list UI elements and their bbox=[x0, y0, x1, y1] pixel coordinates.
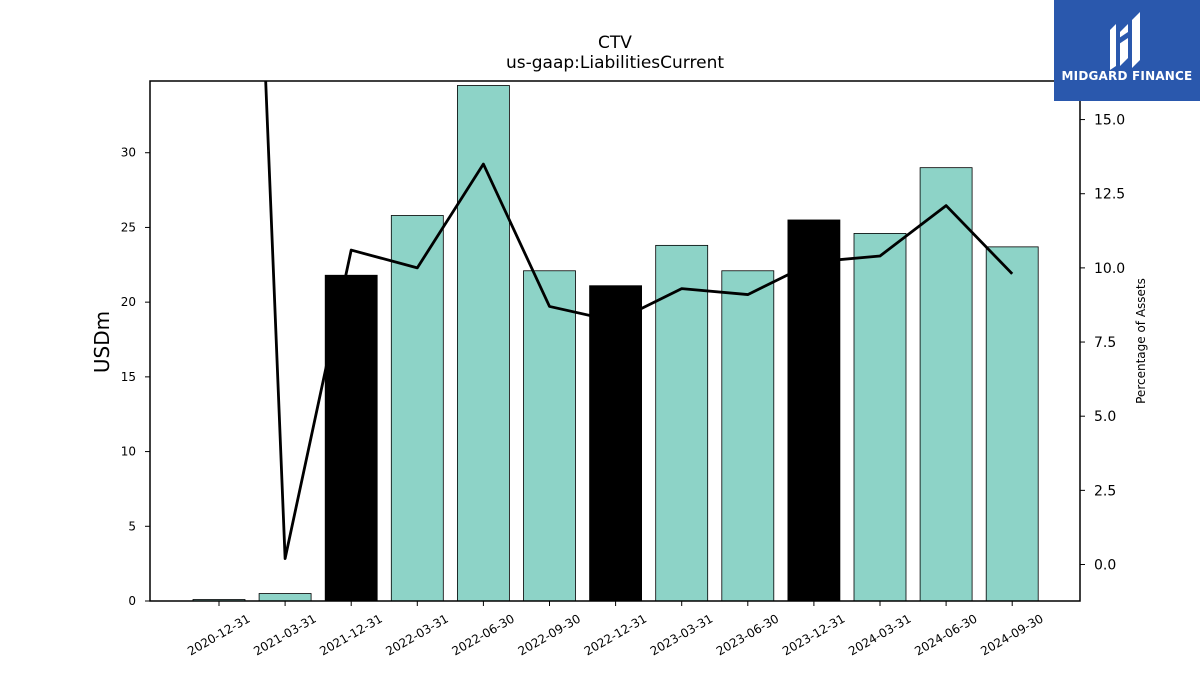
y-tick-label-right: 5.0 bbox=[1094, 409, 1116, 425]
bar bbox=[324, 274, 378, 602]
chart-subtitle: us-gaap:LiabilitiesCurrent bbox=[506, 53, 724, 73]
line-layer bbox=[264, 81, 1014, 560]
x-tick-label: 2024-03-31 bbox=[846, 611, 913, 658]
x-tick-label: 2021-12-31 bbox=[317, 611, 384, 658]
y-tick-label-right: 12.5 bbox=[1094, 187, 1125, 203]
brand-logo: MIDGARD FINANCE bbox=[1054, 0, 1200, 101]
x-tick-label: 2023-12-31 bbox=[780, 611, 847, 658]
bar bbox=[258, 593, 312, 602]
y-tick-label-left: 10 bbox=[121, 445, 136, 459]
y-tick-label-left: 20 bbox=[121, 295, 136, 309]
x-tick-label: 2023-06-30 bbox=[714, 611, 781, 658]
logo-mark-icon bbox=[1110, 12, 1140, 70]
y-tick-label-right: 7.5 bbox=[1094, 335, 1116, 351]
bar bbox=[721, 270, 775, 602]
x-tick-label: 2024-06-30 bbox=[912, 611, 979, 658]
x-tick-label: 2021-03-31 bbox=[251, 611, 318, 658]
y-tick-label-right: 10.0 bbox=[1094, 261, 1125, 277]
y-tick-label-right: 0.0 bbox=[1094, 558, 1116, 574]
bars-layer bbox=[192, 85, 1039, 602]
x-tick-label: 2022-06-30 bbox=[449, 611, 516, 658]
x-tick-label: 2022-09-30 bbox=[516, 611, 583, 658]
bar bbox=[985, 246, 1039, 602]
logo-text: MIDGARD FINANCE bbox=[1061, 69, 1193, 83]
bar bbox=[853, 233, 907, 602]
bar bbox=[456, 85, 510, 602]
bar bbox=[390, 215, 444, 602]
chart-title: CTV bbox=[598, 33, 632, 53]
y-tick-label-right: 15.0 bbox=[1094, 113, 1125, 129]
bar bbox=[787, 219, 841, 602]
bar bbox=[589, 285, 642, 602]
x-tick-label: 2020-12-31 bbox=[185, 611, 252, 658]
y-tick-label-left: 25 bbox=[121, 220, 136, 234]
plot-frame bbox=[149, 80, 1081, 602]
x-tick-label: 2022-12-31 bbox=[582, 611, 649, 658]
y-axis-label-left: USDm bbox=[90, 311, 114, 373]
y-tick-label-left: 30 bbox=[121, 146, 136, 160]
x-tick-label: 2023-03-31 bbox=[648, 611, 715, 658]
y-tick-label-left: 5 bbox=[128, 519, 136, 533]
x-tick-label: 2024-09-30 bbox=[978, 611, 1045, 658]
series-line bbox=[264, 81, 1014, 560]
y-tick-label-left: 0 bbox=[128, 594, 136, 608]
y-tick-label-left: 15 bbox=[121, 370, 136, 384]
bar bbox=[919, 167, 973, 602]
y-axis-label-right: Percentage of Assets bbox=[1134, 278, 1148, 404]
bar bbox=[523, 270, 576, 602]
y-tick-label-right: 2.5 bbox=[1094, 483, 1116, 499]
x-tick-label: 2022-03-31 bbox=[383, 611, 450, 658]
